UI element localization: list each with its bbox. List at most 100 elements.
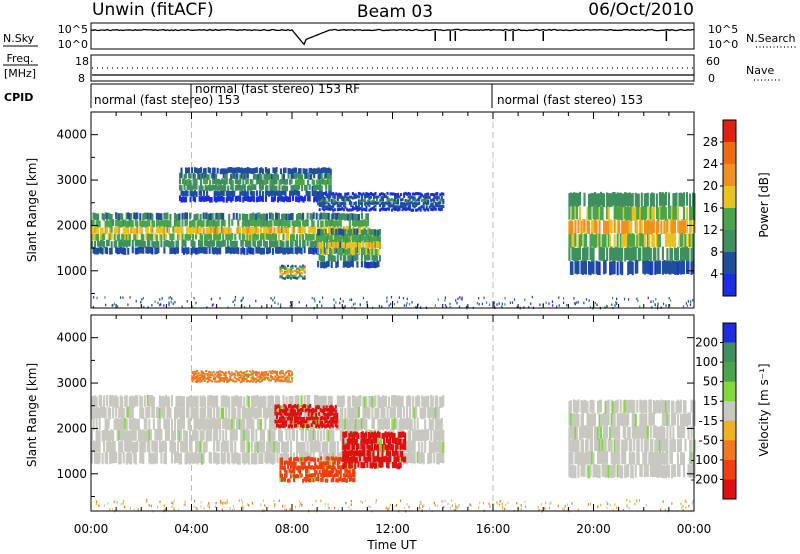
echo-cell (143, 430, 146, 442)
scatter-point (335, 301, 337, 304)
echo-cell (110, 452, 113, 464)
echo-cell (577, 246, 580, 260)
echo-cell (248, 370, 251, 373)
echo-cell (669, 233, 672, 248)
echo-cell (179, 395, 183, 408)
echo-cell (403, 204, 406, 209)
echo-cell (283, 441, 287, 454)
echo-cell (397, 205, 400, 209)
echo-cell (309, 403, 312, 408)
scatter-point (686, 304, 689, 308)
echo-cell (205, 227, 208, 235)
echo-cell (237, 219, 240, 227)
echo-cell (369, 229, 372, 236)
echo-cell (604, 233, 607, 248)
echo-cell (148, 418, 151, 431)
echo-cell (624, 205, 627, 220)
echo-cell (319, 190, 322, 196)
echo-cell (360, 204, 363, 208)
echo-cell (326, 212, 329, 220)
echo-cell (578, 452, 582, 466)
echo-cell (208, 232, 211, 240)
echo-cell (173, 406, 177, 419)
echo-cell (583, 219, 586, 233)
echo-cell (264, 227, 267, 235)
echo-cell (125, 212, 128, 220)
echo-cell (233, 376, 236, 379)
echo-cell (324, 228, 327, 236)
echo-cell (149, 212, 152, 220)
echo-cell (305, 173, 308, 179)
echo-cell (207, 219, 210, 227)
echo-cell (216, 167, 219, 174)
echo-cell (363, 418, 366, 430)
echo-cell (688, 219, 692, 234)
echo-cell (314, 473, 317, 478)
echo-cell (646, 233, 649, 248)
echo-cell (425, 429, 428, 441)
echo-cell (661, 246, 664, 261)
echo-cell (370, 462, 373, 469)
echo-cell (664, 400, 667, 414)
echo-cell (369, 462, 372, 469)
echo-cell (418, 201, 421, 205)
echo-cell (278, 372, 282, 375)
echo-cell (240, 185, 243, 191)
echo-cell (298, 420, 301, 425)
echo-cell (333, 460, 336, 465)
echo-cell (655, 205, 658, 220)
echo-cell (313, 408, 316, 413)
echo-cell (619, 192, 622, 207)
echo-cell (376, 444, 380, 451)
echo-cell (205, 369, 208, 372)
echo-cell (245, 191, 248, 198)
echo-cell (199, 380, 202, 383)
echo-cell (388, 456, 392, 463)
echo-cell (639, 247, 642, 261)
echo-cell (243, 219, 246, 227)
echo-cell (354, 396, 357, 408)
echo-cell (380, 406, 383, 419)
echo-cell (595, 233, 598, 248)
echo-cell (354, 418, 357, 430)
echo-cell (298, 408, 301, 413)
echo-cell (116, 247, 119, 255)
echo-cell (398, 207, 401, 211)
echo-cell (625, 400, 628, 414)
echo-cell (322, 423, 325, 428)
echo-cell (95, 220, 98, 228)
echo-cell (211, 220, 214, 227)
echo-cell (369, 201, 372, 205)
echo-cell (223, 239, 226, 247)
echo-cell (368, 198, 371, 202)
echo-cell (604, 400, 607, 414)
echo-cell (308, 456, 311, 461)
echo-cell (265, 219, 268, 227)
echo-cell (331, 416, 334, 421)
echo-cell (291, 247, 294, 255)
echo-cell (115, 406, 118, 418)
echo-cell (336, 461, 339, 466)
echo-cell (303, 239, 306, 247)
echo-cell (264, 190, 267, 197)
echo-cell (392, 198, 395, 202)
echo-cell (210, 418, 213, 430)
echo-cell (342, 204, 345, 208)
echo-cell (193, 407, 196, 420)
echo-cell (192, 239, 195, 247)
echo-cell (95, 247, 98, 255)
echo-cell (319, 408, 322, 412)
echo-cell (398, 438, 401, 445)
echo-cell (600, 426, 603, 440)
echo-cell (315, 464, 318, 469)
echo-cell (91, 396, 94, 408)
echo-cell (362, 417, 365, 429)
echo-cell (276, 212, 279, 220)
echo-cell (378, 192, 382, 197)
echo-cell (601, 193, 604, 207)
echo-cell (365, 396, 368, 408)
echo-cell (400, 396, 403, 408)
echo-cell (359, 219, 362, 227)
echo-cell (366, 406, 369, 419)
echo-cell (246, 248, 249, 255)
